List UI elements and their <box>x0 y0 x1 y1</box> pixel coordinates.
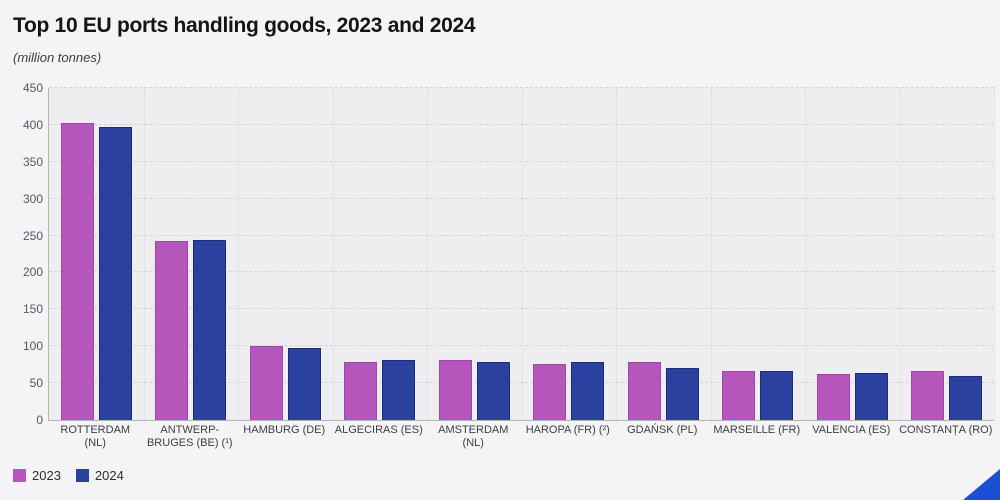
bar-2024-9 <box>949 376 983 420</box>
y-tick-300: 300 <box>22 191 43 206</box>
bar-2024-7 <box>760 371 794 420</box>
x-label-1: ANTWERP- BRUGES (BE) (¹) <box>143 424 238 450</box>
y-tick-450: 450 <box>22 81 43 95</box>
x-label-line: ROTTERDAM <box>60 424 131 436</box>
category-separator-3 <box>332 88 334 420</box>
x-label-line: BRUGES (BE) (¹) <box>146 437 233 449</box>
x-label-line: ALGECIRAS (ES) <box>334 424 423 436</box>
bar-2023-0 <box>60 122 94 420</box>
category-separator-9 <box>899 88 901 420</box>
category-separator-2 <box>238 88 239 420</box>
x-label-7: MARSEILLE (FR) <box>710 424 805 437</box>
x-label-8: VALENCIA (ES) <box>804 424 899 437</box>
x-label-line: (NL) <box>462 437 484 449</box>
bar-2023-5 <box>533 363 567 420</box>
y-tick-50: 50 <box>29 376 43 391</box>
bar-group-2 <box>238 346 333 420</box>
x-label-3: ALGECIRAS (ES) <box>332 424 427 437</box>
x-label-6: GDAŃSK (PL) <box>615 424 710 437</box>
x-label-5: HAROPA (FR) (²) <box>521 424 616 437</box>
x-label-line: MARSEILLE (FR) <box>713 424 801 436</box>
bar-group-7 <box>711 370 806 420</box>
x-label-line: ANTWERP- <box>160 424 220 436</box>
corner-accent-triangle <box>963 469 1000 500</box>
category-separator-7 <box>710 88 712 420</box>
chart-title: Top 10 EU ports handling goods, 2023 and… <box>13 14 476 37</box>
x-label-line: CONSTANȚA (RO) <box>899 424 993 436</box>
category-separator-8 <box>805 88 806 420</box>
bar-2024-1 <box>193 239 227 420</box>
bar-2024-8 <box>854 372 888 420</box>
y-tick-0: 0 <box>36 413 43 427</box>
x-label-4: AMSTERDAM (NL) <box>426 424 521 450</box>
bar-2023-9 <box>911 370 945 420</box>
y-tick-250: 250 <box>22 228 43 243</box>
chart-subtitle: (million tonnes) <box>13 50 102 65</box>
bar-group-1 <box>144 239 239 420</box>
x-label-line: VALENCIA (ES) <box>812 424 891 436</box>
x-label-line: (NL) <box>84 437 106 449</box>
bar-group-6 <box>616 361 711 420</box>
bar-2023-7 <box>722 370 756 420</box>
x-label-line: GDAŃSK (PL) <box>627 424 698 436</box>
bar-2023-4 <box>438 360 472 420</box>
x-label-9: CONSTANȚA (RO) <box>899 424 994 437</box>
y-tick-100: 100 <box>22 339 43 354</box>
bar-2024-3 <box>382 359 416 420</box>
plot-area: 0 50 100 150 200 250 300 350 400 450 <box>23 81 995 427</box>
category-separator-4 <box>427 88 428 420</box>
bar-2024-5 <box>571 362 605 420</box>
x-label-line: HAMBURG (DE) <box>243 424 326 436</box>
x-axis-labels: ROTTERDAM (NL) ANTWERP- BRUGES (BE) (¹) HAMB… <box>48 424 993 464</box>
bar-2024-6 <box>665 367 699 420</box>
x-label-line: AMSTERDAM <box>438 424 509 436</box>
y-tick-150: 150 <box>22 302 43 317</box>
bar-2024-0 <box>98 127 132 420</box>
y-tick-350: 350 <box>22 154 43 169</box>
bar-2023-3 <box>344 361 378 420</box>
bar-2023-1 <box>155 241 189 420</box>
category-separator-6 <box>616 88 617 420</box>
bar-group-5 <box>522 362 617 420</box>
y-tick-400: 400 <box>22 117 43 132</box>
legend-label-2023: 2023 <box>32 468 61 483</box>
legend-swatch-2024 <box>75 469 89 482</box>
x-label-line: HAROPA (FR) (²) <box>525 424 610 436</box>
bar-2024-4 <box>476 361 510 420</box>
category-separator-10 <box>994 88 995 420</box>
legend-label-2024: 2024 <box>94 468 124 483</box>
x-label-0: ROTTERDAM (NL) <box>48 424 143 450</box>
legend-swatch-2023 <box>13 469 26 482</box>
category-separator-5 <box>521 88 523 420</box>
bar-group-3 <box>333 359 428 420</box>
bar-2023-8 <box>816 374 850 420</box>
bar-group-4 <box>427 360 522 420</box>
gridline-450 <box>49 87 994 88</box>
bar-group-9 <box>900 370 995 420</box>
y-tick-200: 200 <box>22 265 43 280</box>
x-label-2: HAMBURG (DE) <box>237 424 332 437</box>
bar-group-8 <box>805 372 900 420</box>
bar-2023-2 <box>249 346 283 420</box>
bar-2024-2 <box>287 348 321 420</box>
category-separator-1 <box>143 88 145 420</box>
legend: 2023 2024 <box>13 468 139 483</box>
bar-2023-6 <box>627 361 661 420</box>
bar-group-0 <box>49 122 144 420</box>
